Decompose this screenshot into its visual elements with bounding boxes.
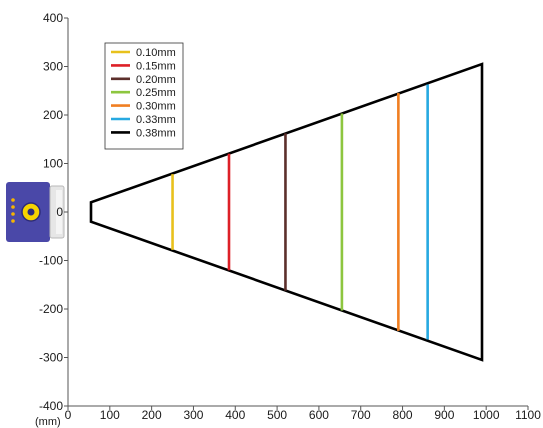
x-tick-label: 800 bbox=[393, 408, 413, 422]
x-tick-label: 700 bbox=[351, 408, 371, 422]
reading-field-outline bbox=[89, 62, 484, 362]
y-tick-label: 0 bbox=[56, 205, 63, 219]
legend-label: 0.33mm bbox=[136, 114, 176, 126]
legend-label: 0.25mm bbox=[136, 87, 176, 99]
x-tick-label: 400 bbox=[225, 408, 245, 422]
y-tick-label: -100 bbox=[39, 254, 63, 268]
x-tick-label: 1000 bbox=[473, 408, 500, 422]
x-tick-label: 600 bbox=[309, 408, 329, 422]
y-tick-label: -200 bbox=[39, 302, 63, 316]
legend-label: 0.10mm bbox=[136, 47, 176, 59]
y-tick-label: 300 bbox=[43, 60, 63, 74]
x-unit-label: (mm) bbox=[35, 416, 61, 428]
x-tick-label: 200 bbox=[142, 408, 162, 422]
y-tick-label: 100 bbox=[43, 157, 63, 171]
legend-label: 0.30mm bbox=[136, 101, 176, 113]
y-tick-label: 400 bbox=[43, 11, 63, 25]
x-tick-label: 500 bbox=[267, 408, 287, 422]
x-tick-label: 100 bbox=[100, 408, 120, 422]
legend-label: 0.15mm bbox=[136, 60, 176, 72]
legend-label: 0.20mm bbox=[136, 74, 176, 86]
y-tick-label: -400 bbox=[39, 399, 63, 413]
x-tick-label: 0 bbox=[65, 408, 72, 422]
barcode-scanner-icon bbox=[6, 182, 65, 242]
x-tick-label: 1100 bbox=[515, 408, 541, 422]
x-tick-label: 900 bbox=[434, 408, 454, 422]
y-tick-label: -300 bbox=[39, 351, 63, 365]
x-tick-label: 300 bbox=[183, 408, 203, 422]
y-tick-label: 200 bbox=[43, 108, 63, 122]
legend-label: 0.38mm bbox=[136, 127, 176, 139]
